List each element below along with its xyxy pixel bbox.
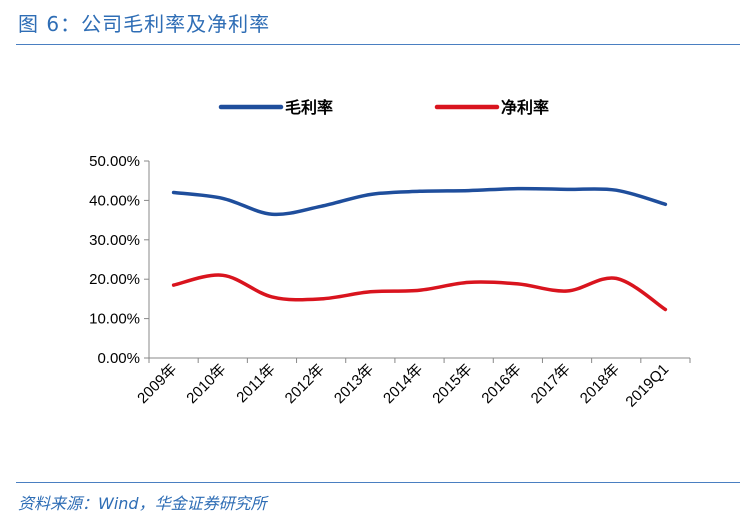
series-line-2 (171, 273, 668, 312)
x-tick-label: 2009年 (134, 361, 180, 407)
x-tick-label: 2019Q1 (622, 361, 672, 411)
x-tick-label: 2016年 (478, 361, 524, 407)
x-tick-label: 2014年 (380, 361, 426, 407)
legend-label-1: 毛利率 (285, 98, 333, 117)
y-tick-label: 20.00% (89, 271, 140, 288)
series-line-1 (171, 186, 668, 217)
x-tick-label: 2010年 (183, 361, 229, 407)
figure-title: 图 6：公司毛利率及净利率 (18, 12, 271, 36)
y-tick-label: 50.00% (89, 153, 140, 170)
x-tick-label: 2013年 (331, 361, 377, 407)
y-tick-label: 30.00% (89, 232, 140, 249)
chart-series (171, 186, 668, 312)
x-tick-label: 2017年 (528, 361, 574, 407)
x-tick-label: 2011年 (233, 361, 278, 406)
source-divider (16, 482, 740, 483)
source-note: 资料来源：Wind，华金证券研究所 (18, 494, 267, 513)
y-tick-label: 10.00% (89, 311, 140, 328)
x-tick-label: 2015年 (429, 361, 475, 407)
chart-legend: 毛利率 净利率 (218, 98, 549, 117)
y-tick-label: 0.00% (97, 350, 140, 367)
title-divider (16, 44, 740, 45)
x-tick-label: 2018年 (577, 361, 623, 407)
y-tick-label: 40.00% (89, 192, 140, 209)
x-tick-label: 2012年 (282, 361, 328, 407)
legend-label-2: 净利率 (501, 98, 549, 117)
